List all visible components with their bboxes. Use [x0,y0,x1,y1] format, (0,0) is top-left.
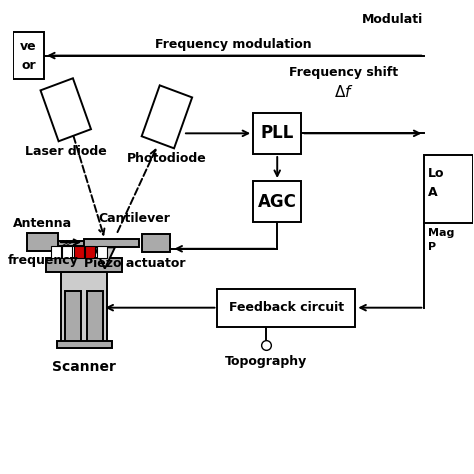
Text: ≫: ≫ [62,237,72,247]
Text: PLL: PLL [261,124,294,142]
Text: Feedback circuit: Feedback circuit [229,301,344,314]
Text: or: or [21,58,36,72]
Text: A: A [428,186,437,199]
Text: Lo: Lo [428,167,444,180]
Text: Topography: Topography [225,355,307,368]
Text: Photodiode: Photodiode [127,152,207,165]
Text: Antenna: Antenna [13,217,73,230]
Bar [13,32,44,79]
Bar [424,155,473,223]
Text: $\Delta f$: $\Delta f$ [334,84,354,100]
Bar [27,233,58,251]
Text: Frequency modulation: Frequency modulation [155,38,312,51]
Text: AGC: AGC [258,192,297,210]
Bar [85,246,95,258]
Text: frequency: frequency [8,255,78,267]
Text: Modulati: Modulati [362,13,424,26]
Text: Frequency shift: Frequency shift [289,66,399,79]
Bar [65,291,81,348]
Bar [62,246,73,258]
Bar [218,289,356,327]
Polygon shape [40,78,91,141]
Bar [253,113,301,154]
Bar [46,258,122,273]
Text: Laser diode: Laser diode [25,145,107,158]
Bar [44,241,124,246]
Bar [87,291,103,348]
Bar [84,239,139,247]
Polygon shape [95,247,115,269]
Text: ve: ve [20,40,37,53]
Text: Mag: Mag [428,228,454,237]
Bar [61,273,107,348]
Text: Scanner: Scanner [52,359,116,374]
Text: Piezo actuator: Piezo actuator [84,257,185,270]
Polygon shape [142,85,192,148]
Text: P: P [428,242,436,252]
Bar [253,181,301,222]
Bar [97,246,107,258]
Bar [74,246,84,258]
Text: Cantilever: Cantilever [99,212,171,225]
Bar [56,341,112,348]
Bar [51,246,61,258]
Bar [142,234,170,252]
